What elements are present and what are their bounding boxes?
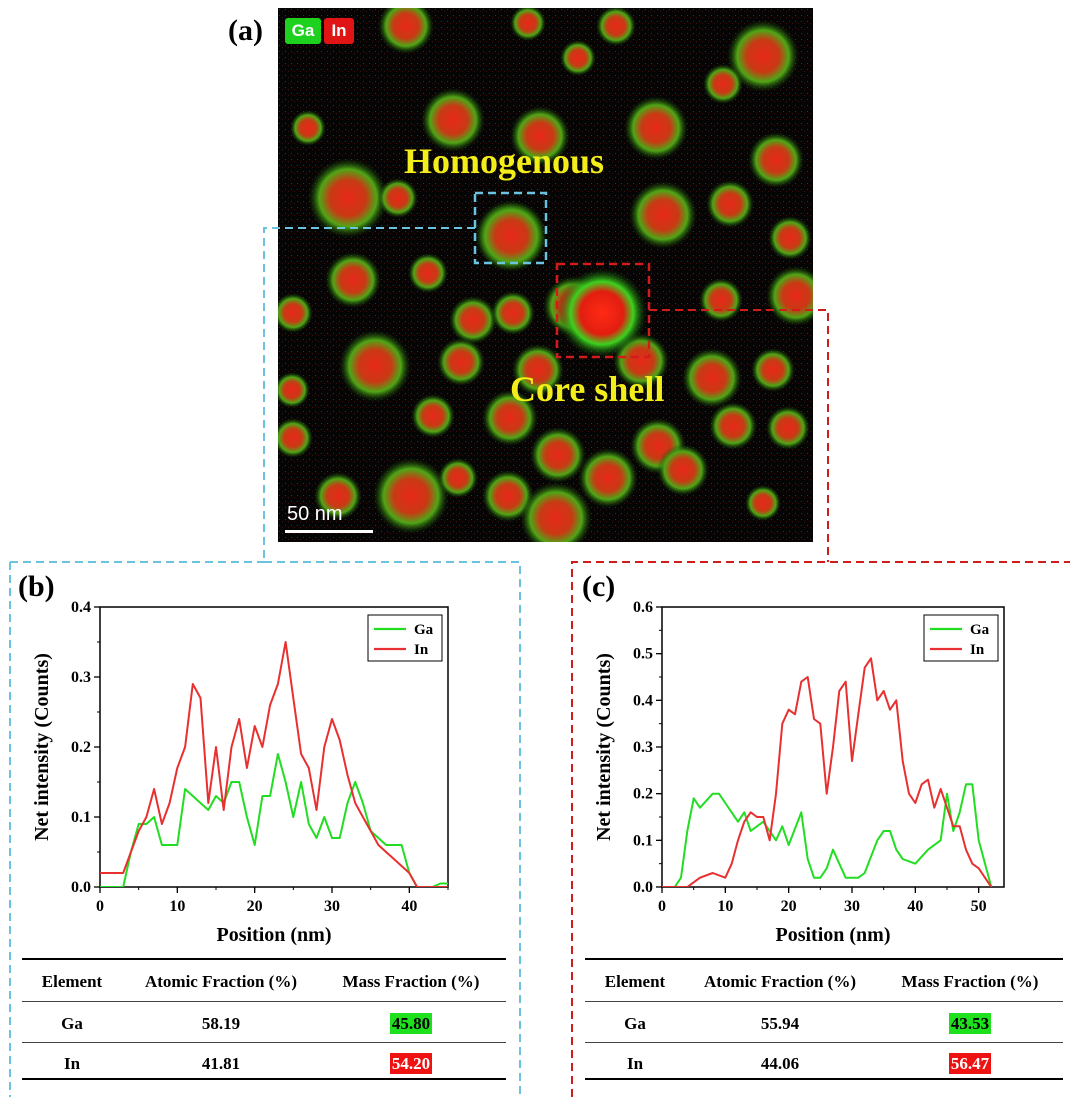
- y-tick-label: 0.1: [633, 832, 653, 849]
- series-line-in: [662, 657, 993, 887]
- x-tick-label: 10: [717, 898, 733, 915]
- table-cell-mass: 43.53: [948, 1013, 992, 1034]
- y-tick-label: 0.3: [633, 739, 653, 756]
- red-connector: [649, 309, 829, 562]
- series-line-in: [100, 641, 448, 887]
- table-header-atomic: Atomic Fraction (%): [703, 972, 856, 991]
- blue-connector: [263, 227, 475, 562]
- line-chart-b: 0 10 20 30 40 0.0 0.1 0.2 0.3 0.4 Position (nm) Net…: [31, 599, 449, 946]
- x-tick-label: 20: [781, 898, 797, 915]
- red-panel-frame: [571, 561, 1070, 1097]
- y-tick-label: 0.1: [71, 809, 91, 826]
- table-cell-mass: 45.80: [389, 1013, 433, 1034]
- table-header-element: Element: [604, 972, 666, 991]
- x-tick-label: 30: [844, 898, 860, 915]
- table-cell-element: In: [63, 1054, 81, 1073]
- x-tick-label: 40: [907, 898, 923, 915]
- x-axis-label: Position (nm): [217, 924, 332, 946]
- nanoparticles: [278, 8, 813, 542]
- panel-label-c: (c): [582, 570, 616, 603]
- table-cell-atomic: 58.19: [201, 1014, 241, 1033]
- panel-label-a: (a): [228, 14, 263, 47]
- legend-box: [367, 614, 443, 662]
- x-tick-label: 50: [971, 898, 987, 915]
- table-header-mass: Mass Fraction (%): [901, 972, 1039, 991]
- series-line-ga: [100, 753, 448, 887]
- blue-panel-frame: [264, 561, 521, 1097]
- elemental-map-image: [278, 8, 813, 542]
- panel-label-b: (b): [18, 570, 55, 603]
- y-tick-label: 0.4: [71, 599, 91, 616]
- y-tick-label: 0.4: [633, 692, 653, 709]
- annotation-core-shell: Core shell: [510, 369, 665, 409]
- y-axis-label: Net intensity (Counts): [31, 653, 53, 841]
- table-cell-element: Ga: [61, 1014, 83, 1033]
- scale-bar: [285, 530, 373, 533]
- legend-box: [923, 614, 999, 662]
- legend-badge-ga: Ga: [285, 18, 321, 44]
- y-tick-label: 0.2: [71, 739, 91, 756]
- scale-bar-label: 50 nm: [287, 503, 343, 525]
- table-cell-atomic: 55.94: [760, 1014, 800, 1033]
- fraction-table-c: Element Atomic Fraction (%) Mass Fractio…: [585, 958, 1063, 1080]
- table-header-atomic: Atomic Fraction (%): [144, 972, 297, 991]
- y-tick-label: 0.2: [633, 786, 653, 803]
- x-tick-label: 10: [169, 898, 185, 915]
- core-shell-box: [555, 262, 651, 359]
- x-tick-label: 0: [96, 898, 104, 915]
- y-tick-label: 0.5: [633, 646, 653, 663]
- legend-label-in: In: [970, 642, 985, 658]
- y-axis-label: Net intensity (Counts): [593, 653, 615, 841]
- fraction-table-b: Element Atomic Fraction (%) Mass Fractio…: [22, 958, 506, 1080]
- x-tick-label: 30: [324, 898, 340, 915]
- annotation-homogenous: Homogenous: [404, 141, 605, 181]
- x-tick-label: 0: [658, 898, 666, 915]
- table-header-mass: Mass Fraction (%): [342, 972, 480, 991]
- legend-label-ga: Ga: [414, 622, 434, 638]
- legend-label-ga: Ga: [970, 622, 990, 638]
- series-line-ga: [662, 783, 993, 887]
- elemental-map-graphic: [278, 8, 813, 542]
- table-cell-element: Ga: [624, 1014, 646, 1033]
- y-tick-label: 0.0: [71, 879, 91, 896]
- y-tick-label: 0.0: [633, 879, 653, 896]
- table-cell-mass: 54.20: [389, 1053, 433, 1074]
- table-cell-mass: 56.47: [948, 1053, 992, 1074]
- table-cell-atomic: 41.81: [201, 1054, 241, 1073]
- legend-badge-in: In: [324, 18, 354, 44]
- x-tick-label: 20: [247, 898, 263, 915]
- line-chart-c: 0 10 20 30 40 50 0.0 0.1 0.2 0.3 0.4 0.5 0.6 Position…: [593, 599, 1005, 946]
- legend-label-in: In: [414, 642, 429, 658]
- x-axis-label: Position (nm): [776, 924, 891, 946]
- homogenous-box: [473, 191, 548, 265]
- x-tick-label: 40: [401, 898, 417, 915]
- table-header-element: Element: [41, 972, 103, 991]
- y-tick-label: 0.3: [71, 669, 91, 686]
- table-cell-element: In: [626, 1054, 644, 1073]
- y-tick-label: 0.6: [633, 599, 653, 616]
- table-cell-atomic: 44.06: [760, 1054, 800, 1073]
